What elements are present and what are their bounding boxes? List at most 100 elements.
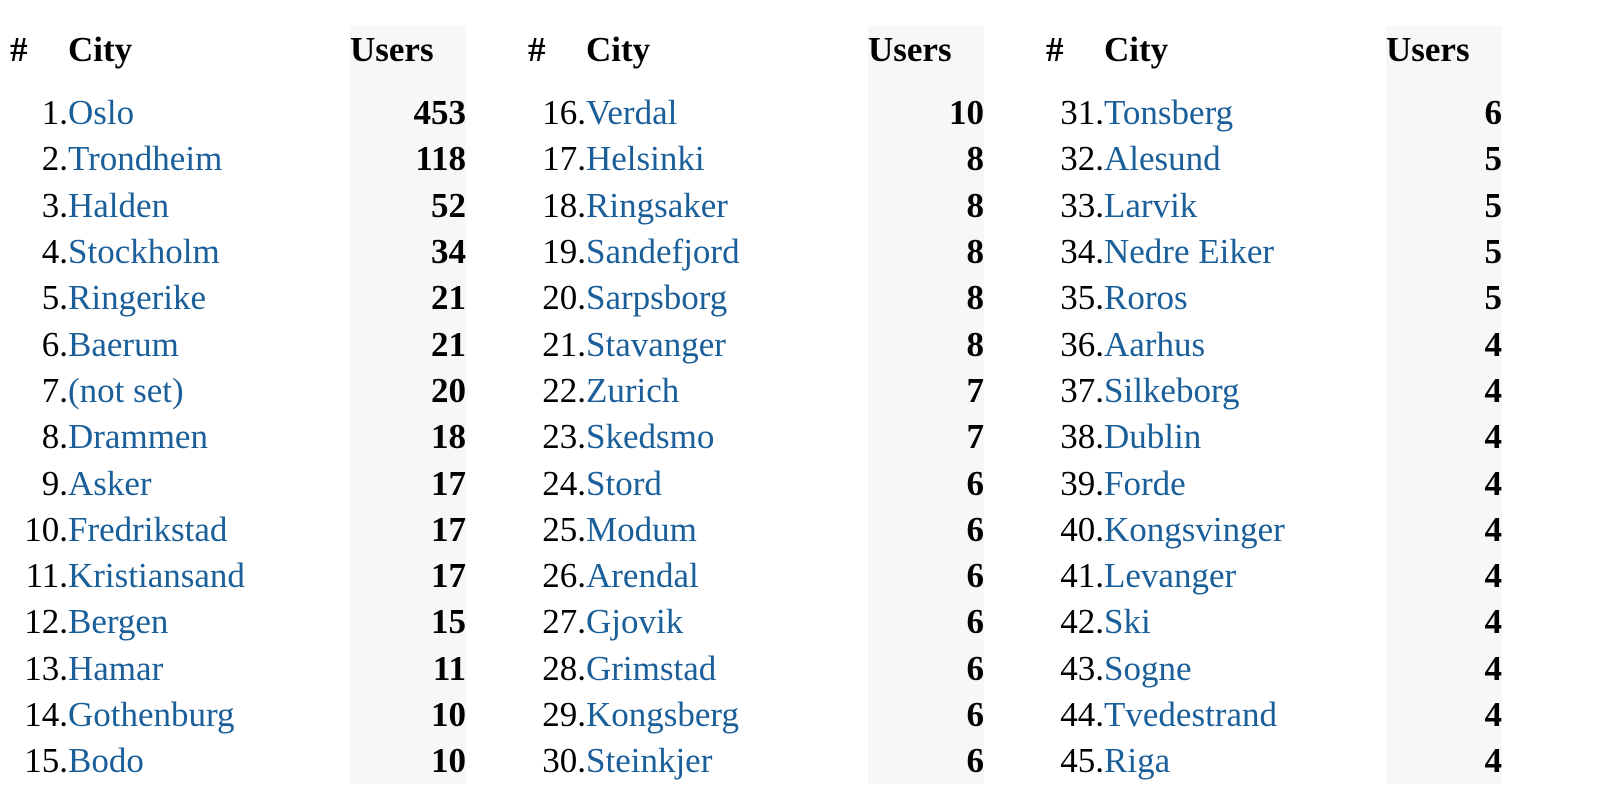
city-link[interactable]: Arendal — [586, 556, 699, 596]
users-count-cell: 4 — [1386, 506, 1502, 553]
city-link[interactable]: Drammen — [68, 417, 208, 457]
city-cell: Sandefjord — [586, 229, 868, 275]
city-link[interactable]: Ringsaker — [586, 185, 728, 225]
city-link[interactable]: Aarhus — [1104, 324, 1206, 364]
city-cell: Kongsberg — [586, 692, 868, 738]
city-link[interactable]: Ski — [1104, 602, 1151, 642]
city-link[interactable]: Silkeborg — [1104, 370, 1240, 410]
table-header-row: # City Users — [528, 26, 984, 90]
city-link[interactable]: Kongsvinger — [1104, 509, 1285, 549]
city-table-1: # City Users 1. Oslo 453 2. Trondheim 118 3. Ha… — [10, 26, 466, 785]
users-count-cell: 6 — [868, 691, 984, 739]
table-row: 10. Fredrikstad 17 — [10, 506, 466, 553]
city-cell: Bergen — [68, 599, 350, 645]
city-link[interactable]: Fredrikstad — [68, 509, 228, 549]
city-link[interactable]: Alesund — [1104, 139, 1221, 179]
city-link[interactable]: Stavanger — [586, 324, 726, 364]
city-link[interactable]: Gjovik — [586, 602, 684, 642]
city-link[interactable]: Asker — [68, 463, 152, 503]
city-cell: Fredrikstad — [68, 507, 350, 553]
city-link[interactable]: Verdal — [586, 93, 678, 133]
city-link[interactable]: Dublin — [1104, 417, 1202, 457]
city-link[interactable]: (not set) — [68, 370, 184, 410]
rank-cell: 15. — [24, 741, 68, 781]
users-count-cell: 5 — [1386, 136, 1502, 183]
city-link[interactable]: Nedre Eiker — [1104, 232, 1275, 272]
city-link[interactable]: Tonsberg — [1104, 93, 1234, 133]
city-cell: Skedsmo — [586, 414, 868, 460]
rank-cell: 44. — [1060, 695, 1104, 734]
city-cell: Oslo — [68, 90, 350, 136]
city-link[interactable]: Halden — [68, 185, 170, 225]
table-row: 12. Bergen 15 — [10, 599, 466, 646]
table-row: 35. Roros 5 — [1046, 275, 1502, 322]
city-link[interactable]: Roros — [1104, 278, 1188, 318]
city-link[interactable]: Zurich — [586, 370, 680, 410]
table-row: 39. Forde 4 — [1046, 460, 1502, 507]
table-row: 4. Stockholm 34 — [10, 228, 466, 276]
table-header-row: # City Users — [1046, 26, 1502, 90]
rank-cell: 30. — [542, 741, 586, 781]
city-cell: Nedre Eiker — [1104, 229, 1386, 275]
rank-header: # — [1046, 30, 1064, 69]
city-link[interactable]: Bodo — [68, 741, 144, 781]
city-link[interactable]: Riga — [1104, 741, 1171, 781]
users-count-cell: 20 — [350, 367, 466, 415]
table-row: 5. Ringerike 21 — [10, 275, 466, 322]
city-link[interactable]: Steinkjer — [586, 741, 713, 781]
city-link[interactable]: Trondheim — [68, 139, 223, 179]
city-cell: Arendal — [586, 553, 868, 599]
city-link[interactable]: Stockholm — [68, 232, 220, 272]
city-cell: Roros — [1104, 275, 1386, 321]
city-link[interactable]: Gothenburg — [68, 695, 235, 734]
users-count-cell: 4 — [1386, 321, 1502, 368]
city-link[interactable]: Stord — [586, 463, 662, 503]
city-link[interactable]: Sarpsborg — [586, 278, 728, 318]
rank-cell: 1. — [41, 93, 68, 133]
users-count-cell: 7 — [868, 367, 984, 415]
table-row: 44. Tvedestrand 4 — [1046, 691, 1502, 739]
table-row: 23. Skedsmo 7 — [528, 414, 984, 461]
rank-cell: 5. — [41, 278, 68, 318]
users-count-cell: 10 — [350, 738, 466, 785]
rank-cell: 21. — [542, 324, 586, 364]
table-row: 31. Tonsberg 6 — [1046, 90, 1502, 137]
city-link[interactable]: Tvedestrand — [1104, 695, 1277, 734]
rank-cell: 41. — [1060, 556, 1104, 596]
city-link[interactable]: Forde — [1104, 463, 1186, 503]
city-link[interactable]: Sogne — [1104, 648, 1192, 688]
table-row: 11. Kristiansand 17 — [10, 552, 466, 600]
city-link[interactable]: Bergen — [68, 602, 169, 642]
users-count-cell: 5 — [1386, 228, 1502, 276]
users-count-cell: 17 — [350, 506, 466, 553]
rank-cell: 26. — [542, 556, 586, 596]
table-row: 9. Asker 17 — [10, 460, 466, 507]
city-link[interactable]: Ringerike — [68, 278, 207, 318]
city-link[interactable]: Helsinki — [586, 139, 705, 179]
city-cell: Asker — [68, 460, 350, 506]
users-count-cell: 21 — [350, 321, 466, 368]
city-cell: Riga — [1104, 738, 1386, 784]
city-link[interactable]: Baerum — [68, 324, 179, 364]
city-link[interactable]: Skedsmo — [586, 417, 715, 457]
city-link[interactable]: Levanger — [1104, 556, 1237, 596]
rank-cell: 33. — [1060, 185, 1104, 225]
city-link[interactable]: Oslo — [68, 93, 135, 133]
table-row: 14. Gothenburg 10 — [10, 691, 466, 739]
city-cell: Ringerike — [68, 275, 350, 321]
table-row: 43. Sogne 4 — [1046, 645, 1502, 692]
users-header: Users — [868, 26, 984, 90]
city-link[interactable]: Larvik — [1104, 185, 1198, 225]
city-cell: Stavanger — [586, 321, 868, 367]
city-link[interactable]: Grimstad — [586, 648, 717, 688]
city-link[interactable]: Kongsberg — [586, 695, 739, 734]
table-row: 37. Silkeborg 4 — [1046, 367, 1502, 415]
city-cell: Bodo — [68, 738, 350, 784]
city-link[interactable]: Kristiansand — [68, 556, 245, 596]
city-link[interactable]: Modum — [586, 509, 697, 549]
rank-cell: 7. — [41, 370, 68, 410]
city-link[interactable]: Sandefjord — [586, 232, 740, 272]
rank-cell: 3. — [41, 185, 68, 225]
users-count-cell: 8 — [868, 321, 984, 368]
city-link[interactable]: Hamar — [68, 648, 164, 688]
